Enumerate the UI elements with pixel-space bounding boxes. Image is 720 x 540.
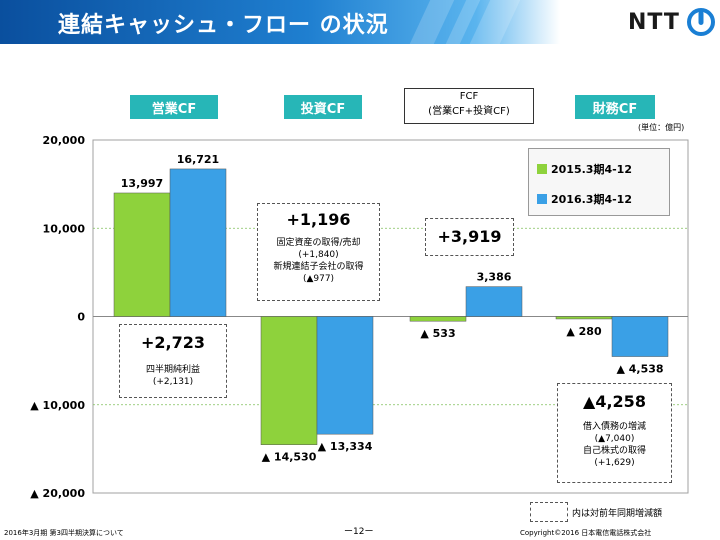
annotation-fcf: +3,919 <box>425 218 514 256</box>
annotation-text: 固定資産の取得/売却 <box>276 238 361 248</box>
legend: 2015.3期4-12 2016.3期4-12 <box>528 148 670 216</box>
title-banner: 連結キャッシュ・フロー の状況 <box>0 0 560 44</box>
data-label: 3,386 <box>477 271 512 284</box>
bar <box>409 316 467 322</box>
annotation-text: (+1,840) <box>298 250 339 260</box>
bar <box>169 168 227 317</box>
bar <box>611 316 669 357</box>
annotation-text: 借入債務の増減 <box>582 422 646 432</box>
y-tick-label: ▲ 10,000 <box>30 399 85 412</box>
annotation-financing: ▲4,258 借入債務の増減 (▲7,040) 自己株式の取得 (+1,629) <box>557 383 672 483</box>
annotation-value: +2,723 <box>140 333 205 352</box>
bar <box>260 316 318 445</box>
annotation-value: +3,919 <box>437 227 502 246</box>
y-tick-label: 20,000 <box>43 134 86 147</box>
data-label: 13,997 <box>121 177 163 190</box>
annotation-text: 自己株式の取得 <box>582 446 646 456</box>
legend-label: 2015.3期4-12 <box>551 163 632 176</box>
y-tick-label: 0 <box>77 311 85 324</box>
page-number: ー12ー <box>344 527 374 537</box>
data-label: ▲ 14,530 <box>262 451 317 464</box>
copyright: Copyright©2016 日本電信電話株式会社 <box>520 529 652 537</box>
legend-item: 2016.3期4-12 <box>537 191 632 207</box>
y-tick-label: 10,000 <box>43 222 86 235</box>
legend-swatch <box>537 194 547 204</box>
y-tick-label: ▲ 20,000 <box>30 487 85 500</box>
annotation-text: (+1,629) <box>594 458 635 468</box>
annotation-value: +1,196 <box>286 210 351 229</box>
annotation-text: (▲7,040) <box>594 434 635 444</box>
annotation-operating: +2,723 四半期純利益 (+2,131) <box>119 324 227 398</box>
data-label: 16,721 <box>177 153 219 166</box>
data-label: ▲ 13,334 <box>318 440 373 453</box>
data-label: ▲ 280 <box>566 325 602 338</box>
bar <box>465 286 523 317</box>
bar <box>113 192 171 317</box>
note-swatch <box>530 502 568 522</box>
fcf-sublabel: (営業CF+投資CF) <box>428 106 510 117</box>
page-title: 連結キャッシュ・フロー の状況 <box>58 13 389 38</box>
annotation-investing: +1,196 固定資産の取得/売却 (+1,840) 新規連結子会社の取得 (▲… <box>257 203 380 301</box>
bar <box>316 316 374 435</box>
bar <box>555 316 613 320</box>
annotation-text: (▲977) <box>302 274 335 284</box>
annotation-value: ▲4,258 <box>583 392 646 411</box>
ntt-logo: NTT <box>628 8 716 36</box>
fcf-label: FCF <box>459 91 479 102</box>
legend-item: 2015.3期4-12 <box>537 161 632 177</box>
category-investing-cf: 投資CF <box>284 95 362 119</box>
note-text: 内は対前年同期増減額 <box>572 509 663 519</box>
annotation-text: (+2,131) <box>152 377 194 387</box>
annotation-text: 四半期純利益 <box>145 365 200 375</box>
unit-label: (単位：億円) <box>638 123 685 132</box>
category-fcf: FCF (営業CF+投資CF) <box>404 88 534 124</box>
ntt-logo-icon <box>686 8 715 36</box>
data-label: ▲ 4,538 <box>616 363 663 376</box>
category-operating-cf: 営業CF <box>130 95 218 119</box>
footer-left: 2016年3月期 第3四半期決算について <box>4 529 124 537</box>
logo-text: NTT <box>628 9 680 35</box>
data-label: ▲ 533 <box>420 327 455 340</box>
category-financing-cf: 財務CF <box>575 95 655 119</box>
legend-label: 2016.3期4-12 <box>551 193 632 206</box>
legend-swatch <box>537 164 547 174</box>
annotation-text: 新規連結子会社の取得 <box>273 262 364 272</box>
